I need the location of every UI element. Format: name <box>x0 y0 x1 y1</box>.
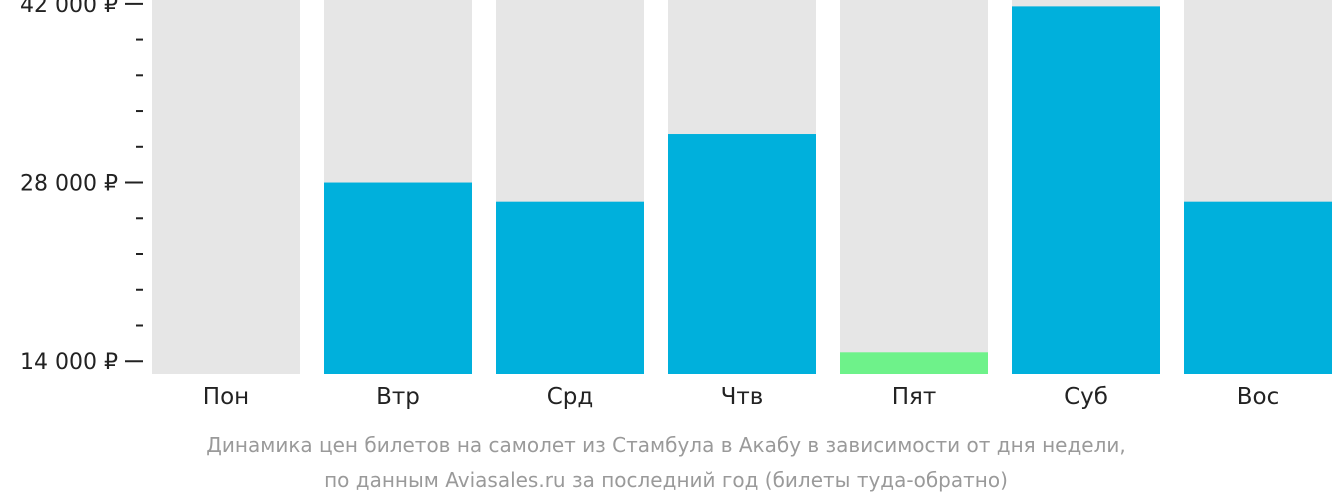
x-tick-label: Пон <box>203 384 249 410</box>
y-tick-label: 14 000 ₽ <box>20 350 118 375</box>
bar-background <box>840 0 988 374</box>
bar-Вос <box>1184 201 1332 374</box>
caption-line-2: по данным Aviasales.ru за последний год … <box>324 468 1008 492</box>
x-tick-label: Вос <box>1237 384 1280 410</box>
bar-Суб <box>1012 6 1160 374</box>
x-tick-label: Срд <box>547 384 594 410</box>
bar-Пят <box>840 352 988 374</box>
caption-line-1: Динамика цен билетов на самолет из Стамб… <box>206 433 1126 457</box>
bar-Срд <box>496 201 644 374</box>
bar-Чтв <box>668 134 816 374</box>
x-tick-label: Втр <box>376 384 420 410</box>
x-tick-label: Суб <box>1064 384 1108 410</box>
y-tick-label: 28 000 ₽ <box>20 172 118 197</box>
y-tick-label: 42 000 ₽ <box>20 0 118 18</box>
chart-caption: Динамика цен билетов на самолет из Стамб… <box>0 428 1332 498</box>
bars <box>152 0 1332 374</box>
y-axis: 42 000 ₽ 28 000 ₽ 14 000 ₽ <box>20 0 143 375</box>
x-tick-label: Пят <box>892 384 937 410</box>
price-by-weekday-chart: 42 000 ₽ 28 000 ₽ 14 000 ₽ Пон Втр Срд Чтв Пят… <box>20 0 1332 410</box>
x-axis-labels: Пон Втр Срд Чтв Пят Суб Вос <box>203 384 1279 410</box>
x-tick-label: Чтв <box>721 384 764 410</box>
bar-Втр <box>324 182 472 374</box>
bar-background <box>152 0 300 374</box>
